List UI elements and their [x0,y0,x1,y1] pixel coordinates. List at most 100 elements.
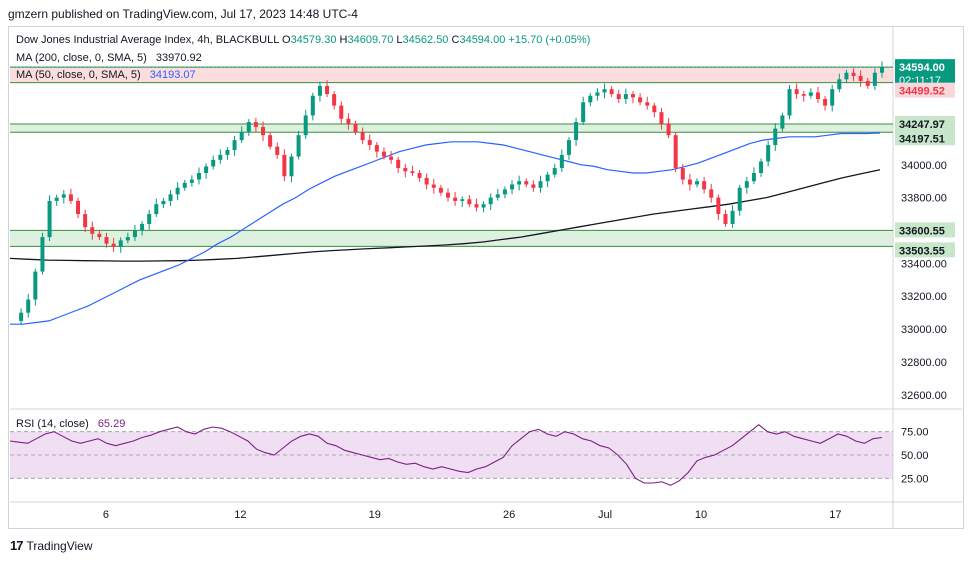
candle-body [253,122,258,127]
price-label-box-last [895,59,955,88]
rsi-level-label: 50.00 [901,450,929,462]
candle-body [702,181,707,190]
candle-body [154,204,159,215]
candle-body [581,102,586,123]
candle-body [872,72,877,86]
candle-body [730,210,735,224]
ma200-value: 33970.92 [155,52,202,64]
candle-body [723,214,728,224]
candle-body [332,94,337,106]
legend-change: +15.70 (+0.05%) [508,34,591,46]
price-label-value: 34499.52 [899,86,945,98]
candle-body [851,72,856,77]
rsi-level-label: 25.00 [901,473,929,485]
candle-body [310,95,315,116]
legend-title: Dow Jones Industrial Average Index, 4h, … [16,34,279,46]
legend-h-value: 34609.70 [347,34,394,46]
candle-body [68,194,73,201]
ma50-value: 34193.07 [149,69,196,81]
candle-body [132,230,137,238]
candle-body [616,94,621,100]
candle-body [225,149,230,155]
candle-body [566,140,571,155]
candle-body [453,197,458,201]
candle-body [261,126,266,136]
candle-body [538,181,543,188]
candle-body [638,97,643,103]
candle-body [623,94,628,100]
ma200-legend[interactable]: MA (200, close, 0, SMA, 5) 33970.92 [16,52,202,64]
candle-body [744,181,749,188]
candle-body [673,135,678,169]
candle-body [574,122,579,141]
price-label-box-zone-red [895,82,955,98]
candle-body [602,89,607,93]
rsi-label: RSI (14, close) [16,418,89,430]
ma50-legend[interactable]: MA (50, close, 0, SMA, 5) 34193.07 [16,69,196,81]
candle-body [61,194,66,198]
candle-body [801,94,806,96]
candle-body [104,237,109,244]
candle-body [751,172,756,182]
price-label-box-zone-green [895,116,955,132]
candle-body [446,192,450,198]
legend-o-value: 34579.30 [290,34,337,46]
candle-body [794,89,799,95]
candle-body [609,89,614,95]
candle-body [766,145,771,162]
rsi-legend[interactable]: RSI (14, close) 65.29 [16,418,125,430]
candle-body [325,85,330,95]
candle-body [438,187,443,193]
candle-body [396,159,401,169]
tradingview-logo-icon: 17 [10,538,24,553]
candle-body [403,168,408,172]
price-tick-label: 32800.00 [901,357,947,369]
candle-body [303,115,308,136]
zone-resistance-0 [10,67,893,83]
candle-body [410,171,415,173]
candle-body [431,184,436,188]
legend-c-value: 34594.00 [459,34,506,46]
candle-body [218,154,223,160]
candle-body [880,67,884,73]
candle-body [545,174,550,182]
candle-body [168,194,173,201]
candle-body [652,105,657,113]
candle-body [424,177,429,185]
candle-body [140,223,145,231]
legend-l-value: 34562.50 [402,34,449,46]
footer-brand[interactable]: 17 TradingView [10,538,93,553]
candle-body [510,184,515,190]
candle-body [680,168,685,180]
candle-body [552,168,557,175]
candle-body [481,204,486,208]
candle-body [239,131,244,141]
candle-body [367,140,372,146]
candle-body [815,92,820,100]
candle-body [716,197,721,215]
candle-body [275,146,280,155]
price-label-value: 33503.55 [899,245,945,257]
candle-body [47,200,52,238]
candle-body [381,151,386,157]
candle-body [495,194,500,198]
candle-body [517,181,522,185]
candle-body [111,243,116,247]
time-tick-label: 17 [829,509,841,521]
candle-body [268,135,273,147]
candle-body [175,187,180,195]
candle-body [559,154,564,169]
candle-body [588,95,593,103]
candle-body [737,187,742,211]
candle-body [19,312,24,321]
price-tick-label: 33400.00 [901,258,947,270]
candle-body [858,76,863,81]
price-label-value: 34197.51 [899,133,945,145]
candle-body [709,189,714,198]
price-label-box-zone-green [895,222,955,238]
candle-body [695,181,700,185]
candle-body [417,172,422,178]
candle-body [630,94,635,98]
time-tick-label: Jul [598,509,612,521]
